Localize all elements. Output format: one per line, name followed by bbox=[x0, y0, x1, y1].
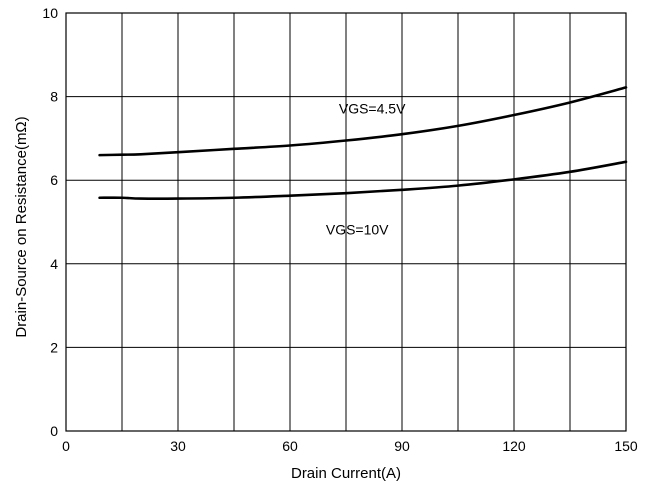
y-tick-label: 8 bbox=[50, 89, 58, 105]
plot-frame bbox=[65, 12, 627, 432]
series-annotation-1: VGS=10V bbox=[326, 222, 389, 238]
x-tick-label: 60 bbox=[282, 438, 298, 454]
series-annotation-0: VGS=4.5V bbox=[339, 100, 406, 116]
x-tick-labels: 0 30 60 90 120 150 bbox=[62, 438, 638, 454]
x-tick-label: 150 bbox=[614, 438, 638, 454]
x-tick-label: 0 bbox=[62, 438, 70, 454]
y-tick-labels: 0 2 4 6 8 10 bbox=[42, 5, 58, 439]
y-tick-label: 10 bbox=[42, 5, 58, 21]
x-tick-label: 30 bbox=[170, 438, 186, 454]
x-tick-label: 90 bbox=[394, 438, 410, 454]
series-line-1 bbox=[98, 160, 628, 200]
y-tick-label: 4 bbox=[50, 256, 58, 272]
series-lines bbox=[98, 86, 628, 200]
x-axis-title: Drain Current(A) bbox=[291, 465, 401, 482]
y-tick-label: 2 bbox=[50, 339, 58, 355]
y-axis-title: Drain-Source on Resistance(mΩ) bbox=[13, 116, 30, 337]
series-line-0 bbox=[98, 86, 628, 157]
grid bbox=[66, 13, 626, 431]
x-tick-label: 120 bbox=[502, 438, 526, 454]
y-tick-label: 6 bbox=[50, 172, 58, 188]
series-annotations: VGS=4.5V VGS=10V bbox=[326, 100, 406, 237]
y-tick-label: 0 bbox=[50, 423, 58, 439]
